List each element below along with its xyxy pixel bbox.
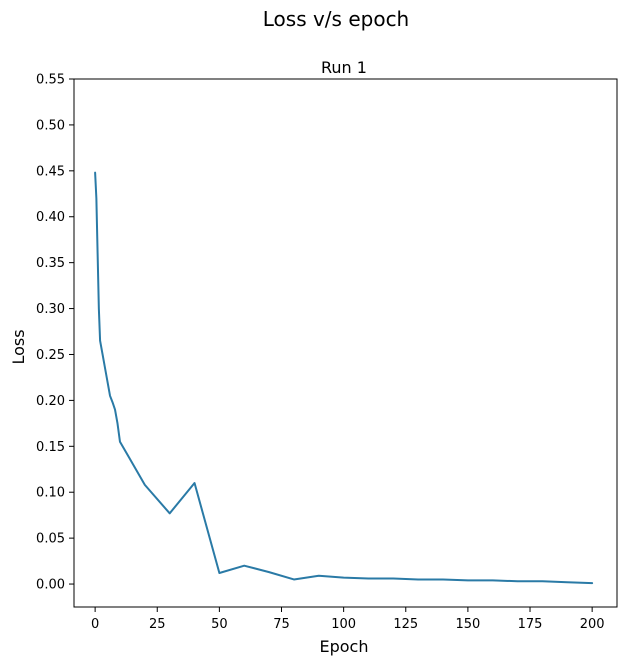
- y-tick-label: 0.00: [36, 578, 65, 593]
- x-tick-label: 125: [393, 617, 418, 632]
- y-tick-label: 0.55: [36, 73, 65, 88]
- y-tick-label: 0.25: [36, 348, 65, 363]
- y-tick-label: 0.40: [36, 210, 65, 225]
- y-axis-label: Loss: [9, 329, 28, 364]
- chart-title: Run 1: [321, 58, 367, 77]
- x-tick-label: 150: [455, 617, 480, 632]
- y-tick-label: 0.45: [36, 164, 65, 179]
- series-line-0: [94, 171, 594, 585]
- y-tick-label: 0.20: [36, 394, 65, 409]
- x-axis-label: Epoch: [320, 637, 369, 656]
- x-tick-label: 0: [91, 617, 99, 632]
- figure-suptitle: Loss v/s epoch: [263, 7, 409, 31]
- plot-frame: [73, 78, 618, 608]
- x-tick-label: 75: [273, 617, 290, 632]
- x-tick-label: 175: [518, 617, 543, 632]
- y-tick-label: 0.50: [36, 118, 65, 133]
- plot-area: 0.00 0.05 0.10 0.15 0.20 0.25 0.30 0.35 0.40 0.45…: [36, 73, 618, 632]
- y-tick-label: 0.05: [36, 532, 65, 547]
- y-tick-label: 0.35: [36, 256, 65, 271]
- x-tick-label: 25: [149, 617, 166, 632]
- x-tick-label: 100: [331, 617, 356, 632]
- y-tick-label: 0.10: [36, 486, 65, 501]
- x-tick-label: 50: [211, 617, 228, 632]
- y-tick-label: 0.15: [36, 440, 65, 455]
- x-tick-label: 200: [580, 617, 605, 632]
- y-tick-label: 0.30: [36, 302, 65, 317]
